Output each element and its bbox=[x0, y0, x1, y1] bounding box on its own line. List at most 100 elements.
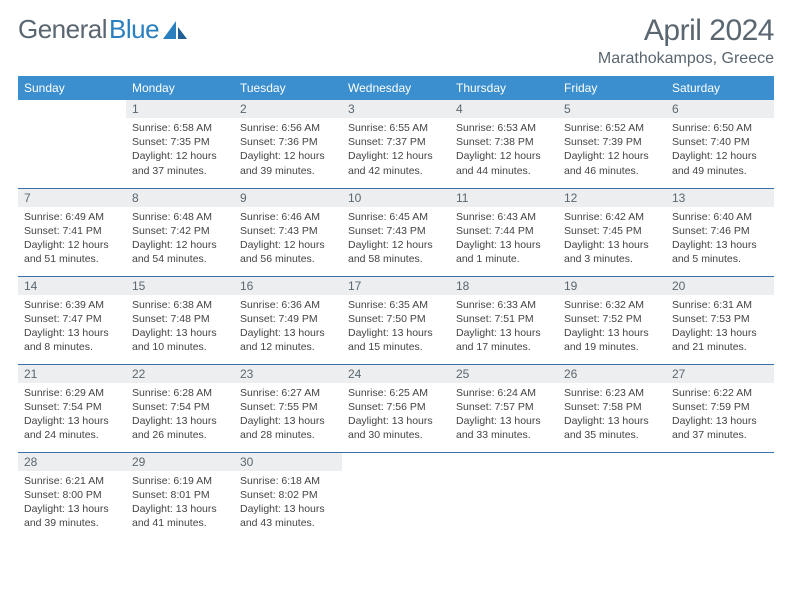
calendar-day-cell bbox=[342, 452, 450, 540]
day-details: Sunrise: 6:18 AMSunset: 8:02 PMDaylight:… bbox=[234, 471, 342, 537]
sunset-line: Sunset: 7:46 PM bbox=[672, 224, 768, 238]
day-number: 28 bbox=[18, 453, 126, 471]
day-number bbox=[666, 453, 774, 471]
sunrise-line: Sunrise: 6:19 AM bbox=[132, 474, 228, 488]
calendar-day-cell: 7Sunrise: 6:49 AMSunset: 7:41 PMDaylight… bbox=[18, 188, 126, 276]
sunrise-line: Sunrise: 6:22 AM bbox=[672, 386, 768, 400]
brand-part1: General bbox=[18, 14, 107, 45]
calendar-day-cell: 1Sunrise: 6:58 AMSunset: 7:35 PMDaylight… bbox=[126, 100, 234, 188]
day-number: 11 bbox=[450, 189, 558, 207]
calendar-day-cell: 5Sunrise: 6:52 AMSunset: 7:39 PMDaylight… bbox=[558, 100, 666, 188]
sunrise-line: Sunrise: 6:46 AM bbox=[240, 210, 336, 224]
day-details: Sunrise: 6:29 AMSunset: 7:54 PMDaylight:… bbox=[18, 383, 126, 449]
sunrise-line: Sunrise: 6:39 AM bbox=[24, 298, 120, 312]
day-number bbox=[450, 453, 558, 471]
calendar-week-row: 7Sunrise: 6:49 AMSunset: 7:41 PMDaylight… bbox=[18, 188, 774, 276]
calendar-day-cell bbox=[450, 452, 558, 540]
calendar-day-cell: 9Sunrise: 6:46 AMSunset: 7:43 PMDaylight… bbox=[234, 188, 342, 276]
daylight-line: Daylight: 12 hours and 58 minutes. bbox=[348, 238, 444, 266]
calendar-week-row: 28Sunrise: 6:21 AMSunset: 8:00 PMDayligh… bbox=[18, 452, 774, 540]
weekday-header: Saturday bbox=[666, 76, 774, 100]
calendar-day-cell: 25Sunrise: 6:24 AMSunset: 7:57 PMDayligh… bbox=[450, 364, 558, 452]
sunrise-line: Sunrise: 6:32 AM bbox=[564, 298, 660, 312]
daylight-line: Daylight: 12 hours and 46 minutes. bbox=[564, 149, 660, 177]
sunset-line: Sunset: 7:54 PM bbox=[24, 400, 120, 414]
day-number: 19 bbox=[558, 277, 666, 295]
sunset-line: Sunset: 7:53 PM bbox=[672, 312, 768, 326]
calendar-day-cell: 3Sunrise: 6:55 AMSunset: 7:37 PMDaylight… bbox=[342, 100, 450, 188]
daylight-line: Daylight: 13 hours and 35 minutes. bbox=[564, 414, 660, 442]
daylight-line: Daylight: 12 hours and 44 minutes. bbox=[456, 149, 552, 177]
day-number bbox=[342, 453, 450, 471]
sunrise-line: Sunrise: 6:31 AM bbox=[672, 298, 768, 312]
day-number: 26 bbox=[558, 365, 666, 383]
calendar-day-cell: 4Sunrise: 6:53 AMSunset: 7:38 PMDaylight… bbox=[450, 100, 558, 188]
title-block: April 2024 Marathokampos, Greece bbox=[598, 14, 774, 68]
calendar-day-cell: 24Sunrise: 6:25 AMSunset: 7:56 PMDayligh… bbox=[342, 364, 450, 452]
weekday-header: Tuesday bbox=[234, 76, 342, 100]
calendar-day-cell: 23Sunrise: 6:27 AMSunset: 7:55 PMDayligh… bbox=[234, 364, 342, 452]
day-number: 17 bbox=[342, 277, 450, 295]
day-number: 18 bbox=[450, 277, 558, 295]
weekday-header: Sunday bbox=[18, 76, 126, 100]
daylight-line: Daylight: 12 hours and 37 minutes. bbox=[132, 149, 228, 177]
calendar-day-cell: 11Sunrise: 6:43 AMSunset: 7:44 PMDayligh… bbox=[450, 188, 558, 276]
sunrise-line: Sunrise: 6:38 AM bbox=[132, 298, 228, 312]
day-number: 2 bbox=[234, 100, 342, 118]
calendar-day-cell: 26Sunrise: 6:23 AMSunset: 7:58 PMDayligh… bbox=[558, 364, 666, 452]
day-details: Sunrise: 6:32 AMSunset: 7:52 PMDaylight:… bbox=[558, 295, 666, 361]
calendar-day-cell: 27Sunrise: 6:22 AMSunset: 7:59 PMDayligh… bbox=[666, 364, 774, 452]
sunset-line: Sunset: 8:02 PM bbox=[240, 488, 336, 502]
day-details: Sunrise: 6:55 AMSunset: 7:37 PMDaylight:… bbox=[342, 118, 450, 184]
day-details: Sunrise: 6:58 AMSunset: 7:35 PMDaylight:… bbox=[126, 118, 234, 184]
brand-logo: GeneralBlue bbox=[18, 14, 189, 45]
daylight-line: Daylight: 13 hours and 33 minutes. bbox=[456, 414, 552, 442]
daylight-line: Daylight: 13 hours and 8 minutes. bbox=[24, 326, 120, 354]
day-details: Sunrise: 6:39 AMSunset: 7:47 PMDaylight:… bbox=[18, 295, 126, 361]
sunset-line: Sunset: 7:52 PM bbox=[564, 312, 660, 326]
daylight-line: Daylight: 13 hours and 41 minutes. bbox=[132, 502, 228, 530]
day-details: Sunrise: 6:43 AMSunset: 7:44 PMDaylight:… bbox=[450, 207, 558, 273]
sunrise-line: Sunrise: 6:25 AM bbox=[348, 386, 444, 400]
calendar-day-cell bbox=[558, 452, 666, 540]
calendar-day-cell: 20Sunrise: 6:31 AMSunset: 7:53 PMDayligh… bbox=[666, 276, 774, 364]
sunrise-line: Sunrise: 6:55 AM bbox=[348, 121, 444, 135]
daylight-line: Daylight: 12 hours and 49 minutes. bbox=[672, 149, 768, 177]
day-details: Sunrise: 6:45 AMSunset: 7:43 PMDaylight:… bbox=[342, 207, 450, 273]
sunrise-line: Sunrise: 6:43 AM bbox=[456, 210, 552, 224]
sunrise-line: Sunrise: 6:53 AM bbox=[456, 121, 552, 135]
day-number bbox=[558, 453, 666, 471]
day-number: 3 bbox=[342, 100, 450, 118]
calendar-day-cell: 19Sunrise: 6:32 AMSunset: 7:52 PMDayligh… bbox=[558, 276, 666, 364]
sunset-line: Sunset: 7:55 PM bbox=[240, 400, 336, 414]
calendar-day-cell: 29Sunrise: 6:19 AMSunset: 8:01 PMDayligh… bbox=[126, 452, 234, 540]
day-number: 12 bbox=[558, 189, 666, 207]
weekday-header: Monday bbox=[126, 76, 234, 100]
day-number: 10 bbox=[342, 189, 450, 207]
day-number bbox=[18, 100, 126, 118]
sunrise-line: Sunrise: 6:33 AM bbox=[456, 298, 552, 312]
calendar-day-cell bbox=[666, 452, 774, 540]
daylight-line: Daylight: 13 hours and 28 minutes. bbox=[240, 414, 336, 442]
day-details: Sunrise: 6:22 AMSunset: 7:59 PMDaylight:… bbox=[666, 383, 774, 449]
calendar-head: SundayMondayTuesdayWednesdayThursdayFrid… bbox=[18, 76, 774, 100]
sunset-line: Sunset: 8:00 PM bbox=[24, 488, 120, 502]
daylight-line: Daylight: 12 hours and 51 minutes. bbox=[24, 238, 120, 266]
brand-part2: Blue bbox=[109, 14, 159, 45]
day-number: 25 bbox=[450, 365, 558, 383]
daylight-line: Daylight: 13 hours and 19 minutes. bbox=[564, 326, 660, 354]
day-details: Sunrise: 6:50 AMSunset: 7:40 PMDaylight:… bbox=[666, 118, 774, 184]
sunrise-line: Sunrise: 6:50 AM bbox=[672, 121, 768, 135]
day-details: Sunrise: 6:28 AMSunset: 7:54 PMDaylight:… bbox=[126, 383, 234, 449]
day-number: 13 bbox=[666, 189, 774, 207]
sunrise-line: Sunrise: 6:18 AM bbox=[240, 474, 336, 488]
sunrise-line: Sunrise: 6:48 AM bbox=[132, 210, 228, 224]
calendar-day-cell: 12Sunrise: 6:42 AMSunset: 7:45 PMDayligh… bbox=[558, 188, 666, 276]
calendar-day-cell: 18Sunrise: 6:33 AMSunset: 7:51 PMDayligh… bbox=[450, 276, 558, 364]
day-details: Sunrise: 6:38 AMSunset: 7:48 PMDaylight:… bbox=[126, 295, 234, 361]
daylight-line: Daylight: 12 hours and 42 minutes. bbox=[348, 149, 444, 177]
daylight-line: Daylight: 12 hours and 56 minutes. bbox=[240, 238, 336, 266]
sunset-line: Sunset: 7:41 PM bbox=[24, 224, 120, 238]
logo-sail-icon bbox=[163, 21, 189, 41]
sunrise-line: Sunrise: 6:49 AM bbox=[24, 210, 120, 224]
